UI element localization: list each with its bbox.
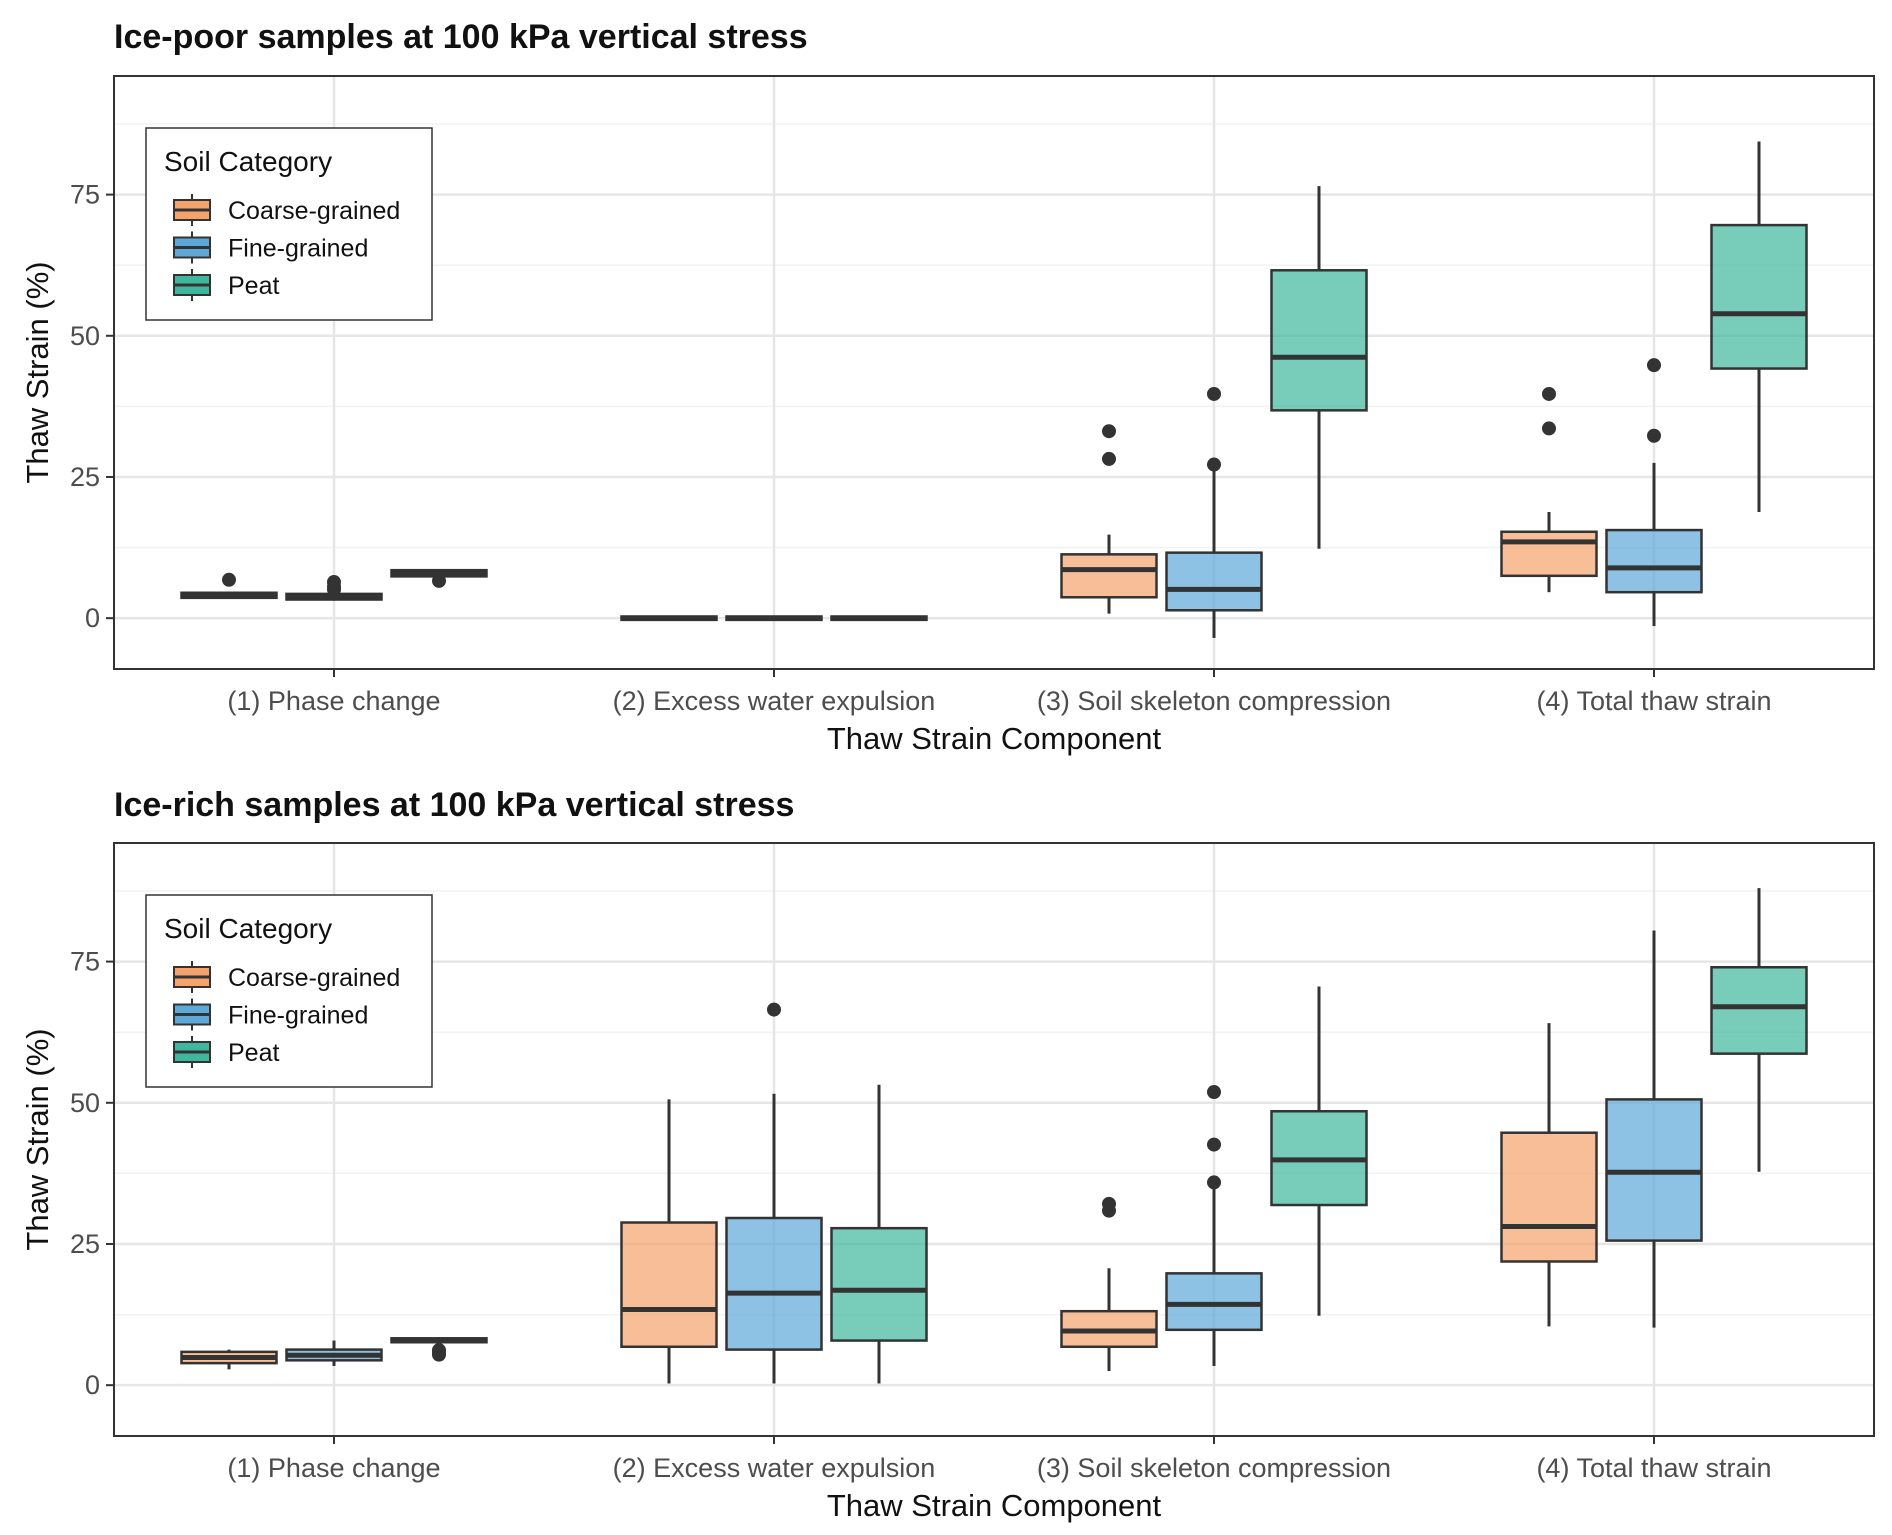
series-coarse-grained: [180, 386, 1598, 622]
x-tick-label: (1) Phase change: [227, 686, 440, 716]
legend-label: Coarse-grained: [228, 197, 400, 225]
box-iqr: [1270, 269, 1368, 412]
box-iqr: [620, 1221, 718, 1349]
box-fine-grained-2: [725, 1002, 823, 1384]
series-coarse-grained: [180, 1023, 1598, 1384]
box-coarse-grained-3: [1060, 424, 1158, 614]
legend-label: Fine-grained: [228, 235, 368, 263]
outlier-point: [1207, 1175, 1221, 1190]
outlier-point: [1542, 386, 1556, 401]
chart-panel-1: Ice-poor samples at 100 kPa vertical str…: [20, 18, 1875, 756]
box-iqr: [1710, 965, 1808, 1055]
outlier-point: [1647, 428, 1661, 443]
outlier-point: [1207, 1137, 1221, 1152]
y-axis-title: Thaw Strain (%): [20, 1028, 55, 1250]
box-coarse-grained-2: [620, 1099, 718, 1384]
series-fine-grained: [285, 930, 1703, 1384]
box-peat-3: [1270, 186, 1368, 549]
box-coarse-grained-3: [1060, 1196, 1158, 1372]
box-coarse-grained-4: [1500, 386, 1598, 593]
x-tick-label: (3) Soil skeleton compression: [1037, 1453, 1391, 1483]
x-tick-label: (3) Soil skeleton compression: [1037, 686, 1391, 716]
box-iqr: [1500, 1131, 1598, 1263]
outlier-point: [1207, 457, 1221, 472]
box-peat-4: [1710, 888, 1808, 1172]
x-tick-label: (2) Excess water expulsion: [613, 686, 936, 716]
x-tick-label: (2) Excess water expulsion: [613, 1453, 936, 1483]
y-tick-label: 25: [70, 1229, 100, 1259]
x-tick-label: (1) Phase change: [227, 1453, 440, 1483]
outlier-point: [1207, 386, 1221, 401]
y-tick-label: 25: [70, 462, 100, 492]
box-peat-1: [390, 1337, 488, 1362]
outlier-point: [1207, 1085, 1221, 1100]
legend-label: Fine-grained: [228, 1002, 368, 1030]
outlier-point: [767, 1002, 781, 1017]
legend-label: Peat: [228, 272, 279, 300]
series-fine-grained: [285, 358, 1703, 638]
outlier-point: [432, 1343, 446, 1358]
box-coarse-grained-1: [180, 1349, 278, 1370]
x-axis-title: Thaw Strain Component: [827, 1488, 1162, 1523]
panel-title: Ice-poor samples at 100 kPa vertical str…: [114, 18, 808, 56]
chart-panel-2: Ice-rich samples at 100 kPa vertical str…: [20, 786, 1875, 1523]
y-tick-label: 50: [70, 1088, 100, 1118]
y-tick-label: 0: [85, 1370, 100, 1400]
series-peat: [390, 141, 1808, 622]
legend-label: Peat: [228, 1039, 279, 1067]
box-iqr: [1060, 553, 1158, 599]
box-fine-grained-1: [285, 575, 383, 601]
box-peat-4: [1710, 141, 1808, 512]
y-tick-label: 75: [70, 180, 100, 210]
outlier-point: [327, 575, 341, 590]
box-peat-1: [390, 568, 488, 588]
outlier-point: [1102, 451, 1116, 466]
outlier-point: [1102, 1196, 1116, 1211]
series-peat: [390, 888, 1808, 1384]
box-iqr: [1165, 551, 1263, 612]
y-tick-label: 0: [85, 603, 100, 633]
y-axis-title: Thaw Strain (%): [20, 261, 55, 483]
box-iqr: [1165, 1272, 1263, 1332]
x-tick-label: (4) Total thaw strain: [1536, 1453, 1771, 1483]
box-fine-grained-3: [1165, 386, 1263, 638]
outlier-point: [1542, 421, 1556, 436]
panel-border: [113, 842, 1875, 1437]
outlier-point: [1102, 424, 1116, 439]
box-iqr: [1605, 528, 1703, 594]
legend: Soil Category Coarse-grained Fine-grained P…: [145, 894, 433, 1088]
outlier-point: [1647, 358, 1661, 373]
legend: Soil Category Coarse-grained Fine-grained P…: [145, 127, 433, 321]
x-axis-title: Thaw Strain Component: [827, 721, 1162, 756]
box-coarse-grained-2: [620, 615, 718, 622]
box-iqr: [830, 1226, 928, 1342]
box-coarse-grained-1: [180, 572, 278, 600]
panel-border: [113, 75, 1875, 670]
box-iqr: [1500, 530, 1598, 578]
box-iqr: [1710, 223, 1808, 370]
panel-title: Ice-rich samples at 100 kPa vertical str…: [114, 786, 794, 824]
y-tick-label: 75: [70, 947, 100, 977]
box-coarse-grained-4: [1500, 1023, 1598, 1327]
legend-title: Soil Category: [164, 913, 332, 944]
outlier-point: [432, 573, 446, 588]
legend-title: Soil Category: [164, 146, 332, 177]
legend-label: Coarse-grained: [228, 964, 400, 992]
box-peat-2: [830, 615, 928, 622]
outlier-point: [222, 572, 236, 587]
box-fine-grained-4: [1605, 930, 1703, 1328]
box-fine-grained-4: [1605, 358, 1703, 627]
box-peat-3: [1270, 986, 1368, 1316]
box-iqr: [725, 1216, 823, 1351]
box-fine-grained-3: [1165, 1085, 1263, 1366]
x-tick-label: (4) Total thaw strain: [1536, 686, 1771, 716]
box-fine-grained-2: [725, 615, 823, 622]
y-tick-label: 50: [70, 321, 100, 351]
box-fine-grained-1: [285, 1340, 383, 1366]
box-peat-2: [830, 1084, 928, 1384]
